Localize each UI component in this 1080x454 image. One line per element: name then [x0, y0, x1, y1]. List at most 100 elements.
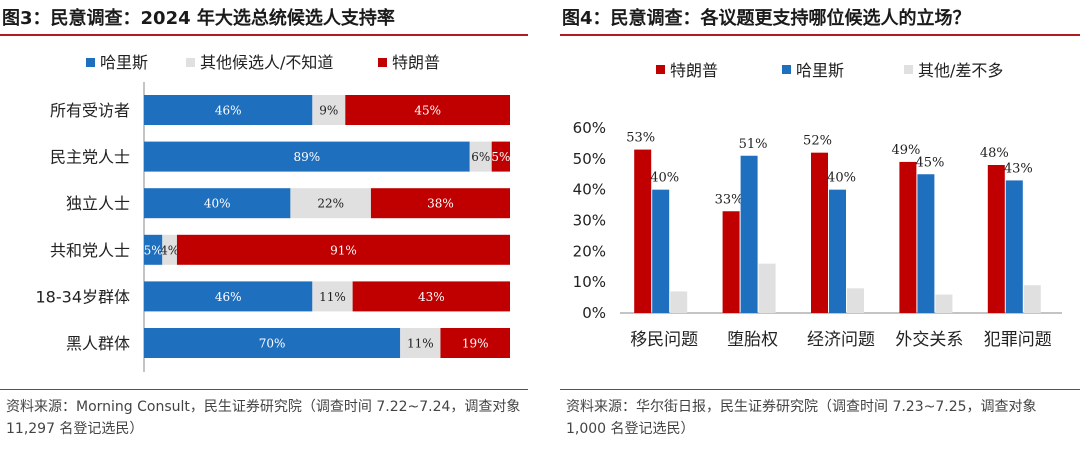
- right-source-note: 资料来源：华尔街日报，民生证券研究院（调查时间 7.23~7.25，调查对象 1…: [566, 399, 1037, 437]
- legend-label: 其他候选人/不知道: [200, 53, 333, 72]
- y-tick-label: 10%: [573, 273, 606, 291]
- bar-value-label: 33%: [715, 192, 744, 207]
- segment-label: 43%: [418, 290, 445, 304]
- legend-item: 哈里斯: [782, 61, 844, 80]
- legend-item: 特朗普: [656, 61, 718, 80]
- bar-segment: [144, 234, 163, 265]
- legend-item: 特朗普: [378, 53, 440, 72]
- bar-value-label: 51%: [739, 137, 768, 152]
- bar: [935, 294, 953, 313]
- segment-label: 4%: [160, 243, 179, 257]
- bar-segment: [491, 141, 510, 172]
- category-label: 所有受访者: [50, 101, 130, 120]
- y-tick-label: 60%: [573, 119, 606, 137]
- segment-label: 45%: [414, 104, 441, 118]
- legend-swatch: [378, 58, 387, 67]
- bar-value-label: 40%: [650, 171, 679, 186]
- legend-swatch: [86, 58, 95, 67]
- segment-label: 46%: [215, 104, 242, 118]
- bar-segment: [469, 141, 492, 172]
- bar: [722, 211, 740, 313]
- left-source-note: 资料来源：Morning Consult，民生证券研究院（调查时间 7.22~7…: [6, 399, 521, 437]
- category-label: 独立人士: [66, 194, 130, 213]
- segment-label: 11%: [319, 290, 346, 304]
- bar-segment: [352, 281, 510, 312]
- category-label: 经济问题: [807, 330, 875, 350]
- segment-label: 38%: [427, 197, 454, 211]
- legend-item: 其他/差不多: [904, 61, 1003, 80]
- bar: [740, 155, 758, 313]
- bar-segment: [144, 281, 313, 312]
- bar: [847, 288, 864, 313]
- category-label: 民主党人士: [50, 148, 130, 167]
- right-chart-title: 图4：民意调查：各议题更支持哪位候选人的立场？: [562, 8, 971, 29]
- y-tick-label: 0%: [582, 304, 606, 322]
- bar: [670, 291, 688, 313]
- legend-swatch: [656, 65, 665, 74]
- right-source-rule: [560, 389, 1080, 390]
- category-label: 外交关系: [895, 330, 963, 350]
- legend-swatch: [186, 58, 195, 67]
- bar-value-label: 53%: [626, 131, 655, 146]
- segment-label: 89%: [294, 150, 321, 164]
- legend-swatch: [904, 65, 913, 74]
- bar-segment: [370, 188, 510, 219]
- category-label: 黑人群体: [66, 334, 130, 353]
- legend-label: 哈里斯: [100, 53, 148, 72]
- bar-segment: [345, 95, 510, 125]
- segment-label: 5%: [491, 150, 510, 164]
- segment-label: 70%: [259, 337, 286, 351]
- segment-label: 6%: [471, 150, 490, 164]
- legend-label: 特朗普: [392, 53, 440, 72]
- right-title-rule: [560, 34, 1080, 36]
- left-chart-title: 图3：民意调查：2024 年大选总统候选人支持率: [2, 8, 395, 29]
- bar-segment: [176, 234, 510, 265]
- bar-segment: [144, 328, 401, 358]
- bar-segment: [440, 328, 510, 358]
- segment-label: 91%: [330, 243, 357, 257]
- segment-label: 5%: [144, 243, 163, 257]
- bar-value-label: 43%: [1004, 161, 1033, 176]
- segment-label: 19%: [462, 337, 489, 351]
- segment-label: 40%: [204, 197, 231, 211]
- bar-segment: [312, 281, 353, 312]
- category-label: 堕胎权: [727, 330, 778, 350]
- bar-value-label: 49%: [891, 143, 920, 158]
- bar: [758, 263, 776, 313]
- category-label: 18-34岁群体: [36, 287, 131, 306]
- bar-segment: [144, 141, 470, 172]
- y-tick-label: 30%: [573, 212, 606, 230]
- bar-value-label: 48%: [980, 146, 1009, 161]
- bar: [811, 152, 828, 313]
- grouped-bar-chart: 特朗普 哈里斯 其他/差不多 0% 10% 20% 30% 40% 50% 60% 53% 40% 移民…: [573, 61, 1062, 350]
- bar-segment: [400, 328, 441, 358]
- y-tick-label: 50%: [573, 150, 606, 168]
- segment-label: 46%: [215, 290, 242, 304]
- bar: [1023, 285, 1041, 313]
- category-label: 移民问题: [630, 330, 698, 350]
- bar: [987, 165, 1005, 313]
- y-tick-label: 20%: [573, 242, 606, 260]
- segment-label: 9%: [319, 104, 338, 118]
- left-chart-panel: 图3：民意调查：2024 年大选总统候选人支持率 哈里斯 其他候选人/不知道 特朗普…: [0, 0, 528, 454]
- legend-item: 其他候选人/不知道: [186, 53, 333, 72]
- bar-value-label: 40%: [827, 171, 856, 186]
- legend-label: 哈里斯: [796, 61, 844, 80]
- right-chart-panel: 图4：民意调查：各议题更支持哪位候选人的立场？ 特朗普 哈里斯 其他/差不多 0% 10…: [560, 0, 1080, 454]
- bar: [1005, 180, 1023, 313]
- legend-item: 哈里斯: [86, 53, 148, 72]
- category-label: 共和党人士: [50, 241, 130, 260]
- left-title-rule: [0, 34, 528, 36]
- bar: [652, 189, 670, 313]
- bar-segment: [312, 95, 346, 125]
- legend-label: 其他/差不多: [918, 61, 1003, 80]
- legend-swatch: [782, 65, 791, 74]
- bar: [899, 161, 917, 313]
- bar-segment: [144, 188, 291, 219]
- y-tick-label: 40%: [573, 181, 606, 199]
- category-label: 犯罪问题: [984, 330, 1052, 350]
- left-source-rule: [0, 389, 528, 390]
- bar-value-label: 45%: [915, 155, 944, 170]
- bar-segment: [290, 188, 371, 219]
